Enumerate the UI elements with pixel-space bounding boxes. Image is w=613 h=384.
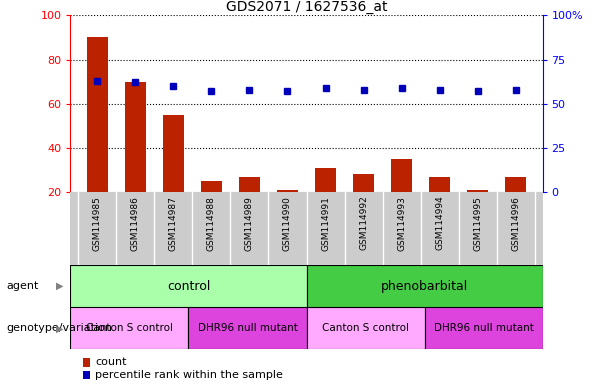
Bar [315,168,336,192]
Text: GSM114987: GSM114987 [169,196,178,250]
Text: GSM114985: GSM114985 [93,196,102,250]
Text: GSM114990: GSM114990 [283,196,292,250]
Text: agent: agent [6,281,39,291]
Text: count: count [95,358,126,367]
Text: control: control [167,280,210,293]
Bar [277,190,298,192]
Bar [391,159,412,192]
Bar [467,190,489,192]
Text: GSM114995: GSM114995 [473,196,482,250]
Text: ▶: ▶ [56,281,64,291]
Text: Canton S control: Canton S control [86,323,173,333]
Bar [70,307,189,349]
Bar [86,38,108,192]
Text: DHR96 null mutant: DHR96 null mutant [197,323,297,333]
Bar [124,82,146,192]
Text: ▶: ▶ [56,323,64,333]
Text: GSM114989: GSM114989 [245,196,254,250]
Bar [163,115,184,192]
Text: DHR96 null mutant: DHR96 null mutant [433,323,533,333]
Bar [424,307,543,349]
Text: GSM114991: GSM114991 [321,196,330,250]
Bar [429,177,450,192]
Text: phenobarbital: phenobarbital [381,280,468,293]
Text: GSM114993: GSM114993 [397,196,406,250]
Text: Canton S control: Canton S control [322,323,409,333]
Bar [306,265,543,307]
Text: GSM114992: GSM114992 [359,196,368,250]
Bar [306,307,424,349]
Text: percentile rank within the sample: percentile rank within the sample [95,370,283,380]
Bar [239,177,260,192]
Bar [201,181,222,192]
Text: GSM114988: GSM114988 [207,196,216,250]
Bar [70,265,306,307]
Bar [189,307,306,349]
Title: GDS2071 / 1627536_at: GDS2071 / 1627536_at [226,0,387,14]
Text: GSM114986: GSM114986 [131,196,140,250]
Text: genotype/variation: genotype/variation [6,323,112,333]
Text: GSM114996: GSM114996 [511,196,520,250]
Bar [505,177,527,192]
Bar [353,174,374,192]
Text: GSM114994: GSM114994 [435,196,444,250]
